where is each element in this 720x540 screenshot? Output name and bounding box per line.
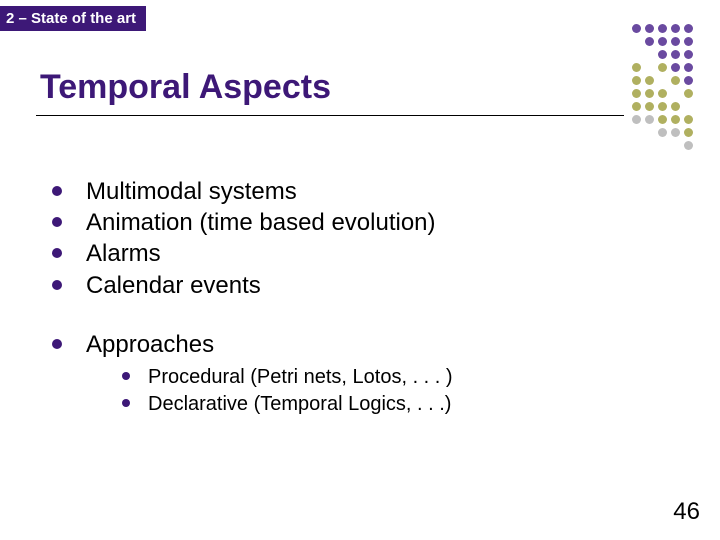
page-number: 46 [673, 498, 700, 526]
decoration-dot [658, 89, 667, 98]
decoration-dot [684, 76, 693, 85]
list-item: Animation (time based evolution) [52, 207, 453, 238]
list-spacer [52, 301, 453, 329]
decoration-dot [671, 24, 680, 33]
list-item: Multimodal systems [52, 176, 453, 207]
list-item: Alarms [52, 238, 453, 269]
decoration-dot [645, 37, 654, 46]
section-tag: 2 – State of the art [0, 6, 146, 31]
decoration-dot [671, 115, 680, 124]
decoration-dot [671, 102, 680, 111]
title-underline [36, 115, 624, 116]
sub-bullet-text: Procedural (Petri nets, Lotos, . . . ) [148, 366, 453, 388]
corner-decoration [632, 24, 702, 154]
bullet-text: Alarms [86, 240, 161, 267]
sub-list-item: Procedural (Petri nets, Lotos, . . . ) [122, 364, 453, 391]
decoration-dot [684, 24, 693, 33]
decoration-dot [684, 37, 693, 46]
decoration-dot [684, 115, 693, 124]
sub-list-item: Declarative (Temporal Logics, . . .) [122, 391, 453, 418]
decoration-dot [684, 50, 693, 59]
bullet-text: Animation (time based evolution) [86, 209, 436, 236]
decoration-dot [645, 24, 654, 33]
decoration-dot [684, 63, 693, 72]
slide-title: Temporal Aspects [40, 68, 331, 107]
section-tag-text: 2 – State of the art [6, 10, 136, 27]
decoration-dot [684, 141, 693, 150]
decoration-dot [632, 115, 641, 124]
decoration-dot [632, 63, 641, 72]
decoration-dot [671, 63, 680, 72]
decoration-dot [684, 89, 693, 98]
list-item: Calendar events [52, 270, 453, 301]
decoration-dot [645, 89, 654, 98]
decoration-dot [658, 50, 667, 59]
decoration-dot [645, 115, 654, 124]
decoration-dot [671, 50, 680, 59]
decoration-dot [658, 102, 667, 111]
decoration-dot [671, 128, 680, 137]
decoration-dot [645, 102, 654, 111]
bullet-text: Multimodal systems [86, 178, 297, 205]
bullet-text: Calendar events [86, 272, 261, 299]
main-bullet-list: Multimodal systems Animation (time based… [52, 176, 453, 418]
decoration-dot [658, 128, 667, 137]
decoration-dot [658, 63, 667, 72]
decoration-dot [632, 102, 641, 111]
decoration-dot [658, 115, 667, 124]
decoration-dot [632, 76, 641, 85]
sub-bullet-list: Procedural (Petri nets, Lotos, . . . ) D… [122, 364, 453, 418]
sub-bullet-text: Declarative (Temporal Logics, . . .) [148, 393, 451, 415]
decoration-dot [671, 76, 680, 85]
decoration-dot [684, 128, 693, 137]
bullet-text: Approaches [86, 331, 214, 358]
decoration-dot [645, 76, 654, 85]
decoration-dot [658, 37, 667, 46]
decoration-dot [658, 24, 667, 33]
decoration-dot [632, 89, 641, 98]
decoration-dot [632, 24, 641, 33]
decoration-dot [671, 37, 680, 46]
list-item-approaches: Approaches Procedural (Petri nets, Lotos… [52, 329, 453, 418]
